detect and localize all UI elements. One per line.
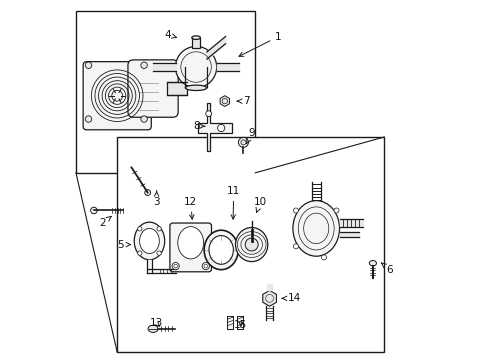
Text: 7: 7 (237, 96, 249, 106)
Bar (117, 137, 384, 352)
Polygon shape (198, 103, 231, 151)
Circle shape (205, 111, 211, 117)
Circle shape (144, 190, 150, 195)
Circle shape (244, 238, 258, 251)
Text: 6: 6 (381, 263, 392, 275)
Circle shape (138, 227, 142, 231)
Ellipse shape (292, 201, 339, 256)
Text: 15: 15 (234, 320, 247, 330)
Polygon shape (262, 291, 276, 306)
Circle shape (217, 125, 224, 132)
Text: 12: 12 (183, 197, 197, 219)
Ellipse shape (235, 228, 267, 262)
Ellipse shape (185, 85, 206, 90)
Ellipse shape (368, 261, 376, 266)
Text: 5: 5 (117, 239, 130, 249)
Text: 2: 2 (100, 216, 111, 228)
Bar (191, 38, 200, 48)
Circle shape (90, 207, 97, 214)
FancyBboxPatch shape (169, 223, 211, 272)
Ellipse shape (203, 230, 238, 270)
Circle shape (85, 62, 92, 68)
Ellipse shape (148, 325, 158, 332)
Circle shape (172, 262, 179, 270)
Circle shape (141, 116, 147, 122)
Text: 4: 4 (164, 30, 176, 40)
Text: 11: 11 (226, 186, 240, 219)
Text: 3: 3 (153, 191, 160, 207)
Circle shape (157, 251, 161, 255)
Text: 10: 10 (254, 197, 266, 212)
Ellipse shape (191, 36, 200, 40)
Ellipse shape (175, 46, 216, 87)
Text: 13: 13 (150, 319, 163, 328)
Text: 8: 8 (192, 121, 204, 131)
Circle shape (85, 116, 92, 122)
Circle shape (202, 262, 209, 270)
Text: 1: 1 (239, 32, 281, 57)
Circle shape (293, 208, 298, 213)
Circle shape (157, 227, 161, 231)
Text: 9: 9 (246, 129, 254, 144)
Circle shape (203, 264, 207, 268)
Bar (76, 12, 255, 173)
Circle shape (333, 208, 338, 213)
Circle shape (141, 62, 147, 68)
Ellipse shape (139, 228, 159, 253)
Ellipse shape (134, 222, 164, 260)
FancyBboxPatch shape (83, 62, 151, 130)
Circle shape (293, 244, 298, 249)
Circle shape (321, 255, 326, 260)
Circle shape (138, 251, 142, 255)
Ellipse shape (208, 235, 233, 264)
Bar (167, 82, 187, 95)
Ellipse shape (178, 226, 203, 259)
Circle shape (238, 137, 248, 147)
Text: 14: 14 (282, 293, 301, 303)
Polygon shape (220, 96, 229, 107)
FancyBboxPatch shape (128, 60, 178, 117)
Circle shape (174, 264, 177, 268)
